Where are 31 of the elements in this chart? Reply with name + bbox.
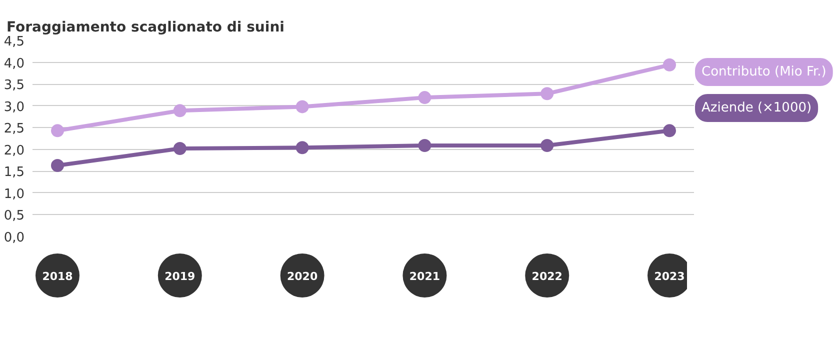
x-tick-label: 2023 [654, 270, 685, 283]
y-tick-label: 3,5 [4, 78, 25, 94]
y-tick-label: 0,0 [4, 230, 25, 246]
y-tick-label: 1,0 [4, 186, 25, 202]
y-tick-label: 4,0 [4, 56, 25, 72]
x-tick-label: 2018 [42, 270, 73, 283]
point [173, 142, 186, 156]
x-tick-label: 2020 [286, 270, 318, 283]
point [51, 124, 64, 138]
point [540, 87, 554, 100]
y-tick-label: 2,0 [4, 143, 25, 158]
text: Aziende (×1000) [702, 100, 812, 116]
point [663, 58, 676, 72]
point [418, 91, 432, 104]
x-tick-label: 2019 [164, 270, 196, 283]
y-tick-label: 4,5 [4, 34, 25, 50]
x-tick-label: 2022 [532, 270, 562, 283]
point [540, 138, 554, 152]
y-tick-label: 2,5 [4, 122, 25, 137]
point [296, 100, 309, 114]
x-tick-label: 2021 [409, 270, 440, 283]
point [51, 159, 64, 172]
point [173, 104, 186, 118]
chart-title: Foraggiamento scaglionato di suini [6, 20, 284, 36]
point [296, 141, 309, 154]
y-tick-label: 0,5 [4, 208, 25, 224]
point [663, 124, 676, 138]
text: Contributo (Mio Fr.) [702, 64, 826, 80]
y-tick-label: 3,0 [4, 100, 25, 115]
point [418, 138, 432, 152]
y-tick-label: 1,5 [4, 165, 25, 180]
